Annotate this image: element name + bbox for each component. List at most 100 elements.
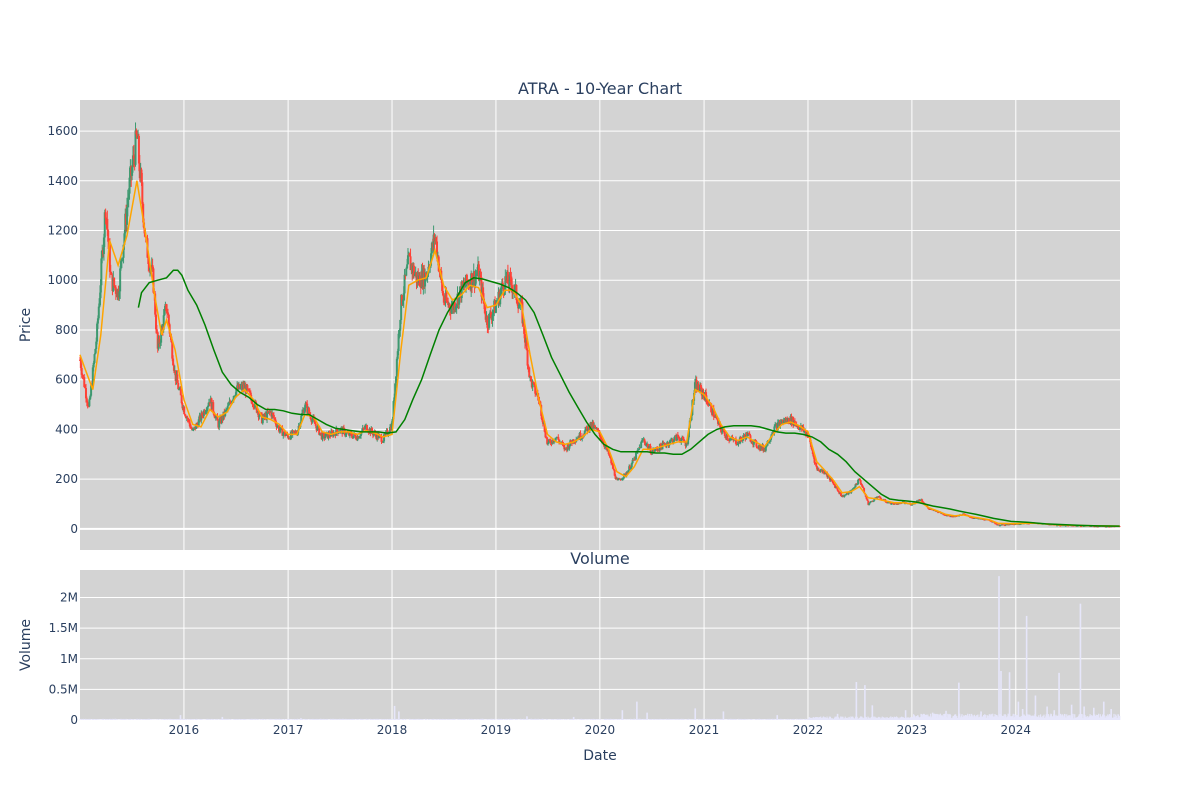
volume-bar — [776, 715, 778, 720]
candle-body — [396, 359, 398, 377]
candle-body — [105, 212, 107, 218]
candle-body — [530, 376, 532, 380]
candle-body — [246, 385, 248, 389]
date-x-tick-label: 2021 — [689, 723, 720, 737]
volume-bar — [1093, 708, 1095, 720]
price-y-tick-label: 1600 — [47, 124, 78, 138]
volume-bar — [1119, 716, 1120, 720]
candle-body — [98, 307, 100, 319]
candle-body — [756, 447, 758, 448]
volume-bar — [864, 685, 866, 720]
volume-axis-title: Volume — [18, 619, 34, 671]
volume-y-tick-labels: 0 0.5M 1M 1.5M 2M — [49, 591, 78, 727]
volume-bar — [394, 706, 396, 720]
price-y-tick-label: 0 — [70, 522, 78, 536]
volume-y-tick-label: 1.5M — [49, 621, 78, 635]
candle-body — [106, 219, 108, 230]
volume-bar — [646, 713, 648, 720]
volume-y-tick-label: 0 — [70, 713, 78, 727]
price-y-tick-label: 200 — [55, 472, 78, 486]
candle-body — [836, 487, 838, 488]
volume-bar — [958, 683, 960, 720]
volume-bar — [1026, 616, 1028, 720]
date-x-tick-label: 2024 — [1001, 723, 1032, 737]
volume-bar — [694, 708, 696, 720]
date-x-tick-label: 2022 — [793, 723, 824, 737]
volume-bar — [932, 713, 934, 720]
date-axis-title: Date — [583, 748, 616, 764]
volume-y-tick-label: 1M — [60, 652, 78, 666]
volume-bar — [1110, 709, 1112, 720]
candle-body — [181, 395, 183, 403]
candle-body — [640, 442, 642, 448]
volume-bar — [1046, 707, 1048, 720]
volume-subplot-title: Volume — [570, 549, 630, 568]
volume-bar — [1058, 673, 1060, 720]
price-y-tick-label: 400 — [55, 422, 78, 436]
volume-bar — [1103, 702, 1105, 720]
candle-body — [724, 432, 726, 436]
date-x-tick-label: 2020 — [585, 723, 616, 737]
volume-bar — [1080, 604, 1082, 720]
volume-bar — [837, 714, 839, 720]
volume-bar — [1071, 705, 1073, 720]
date-x-tick-label: 2023 — [897, 723, 928, 737]
candle-body — [262, 418, 264, 423]
volume-bar — [1083, 707, 1085, 720]
price-y-tick-label: 1400 — [47, 174, 78, 188]
chart-title: ATRA - 10-Year Chart — [518, 79, 682, 98]
volume-bar — [300, 718, 302, 720]
volume-bar — [222, 717, 224, 720]
date-x-tick-label: 2016 — [169, 723, 200, 737]
volume-bar — [1035, 696, 1037, 720]
price-y-tick-labels: 0 200 400 600 800 1000 1200 1400 1600 — [47, 124, 78, 536]
volume-bar — [998, 576, 1000, 720]
date-x-tick-label: 2018 — [377, 723, 408, 737]
price-y-tick-label: 800 — [55, 323, 78, 337]
candle-body — [218, 421, 220, 428]
volume-bar — [856, 682, 858, 720]
volume-y-tick-label: 2M — [60, 591, 78, 605]
volume-bar — [1018, 702, 1020, 720]
candle-body — [585, 427, 587, 428]
volume-bar — [180, 715, 182, 720]
date-x-tick-label: 2019 — [481, 723, 512, 737]
volume-bar — [398, 711, 400, 720]
candle-body — [837, 489, 839, 491]
candle-body — [113, 278, 115, 286]
volume-bar — [636, 702, 638, 720]
candle-body — [868, 503, 870, 505]
volume-y-tick-label: 0.5M — [49, 682, 78, 696]
candle-body — [119, 268, 121, 291]
candle-body — [815, 463, 817, 466]
candle-body — [111, 273, 113, 275]
price-y-tick-label: 600 — [55, 373, 78, 387]
candle-body — [866, 499, 868, 501]
candle-body — [726, 435, 728, 439]
candle-body — [315, 424, 317, 426]
volume-bar — [905, 710, 907, 720]
candle-body — [183, 407, 185, 414]
candle-body — [88, 399, 90, 406]
candle-body — [324, 437, 326, 439]
volume-bar — [573, 717, 575, 720]
candle-body — [721, 431, 723, 433]
candle-body — [405, 268, 407, 275]
candle-body — [857, 480, 859, 484]
volume-bar — [723, 711, 725, 720]
candle-body — [406, 264, 408, 268]
volume-bar — [622, 710, 624, 720]
candle-body — [527, 350, 529, 366]
volume-bar — [1009, 672, 1011, 720]
candle-body — [141, 182, 143, 203]
date-x-tick-label: 2017 — [273, 723, 304, 737]
price-y-tick-label: 1200 — [47, 224, 78, 238]
candle-body — [594, 426, 596, 427]
candle-body — [94, 354, 96, 363]
volume-bar — [872, 705, 874, 720]
volume-bar — [980, 711, 982, 720]
volume-bar — [945, 711, 947, 720]
price-y-tick-label: 1000 — [47, 273, 78, 287]
